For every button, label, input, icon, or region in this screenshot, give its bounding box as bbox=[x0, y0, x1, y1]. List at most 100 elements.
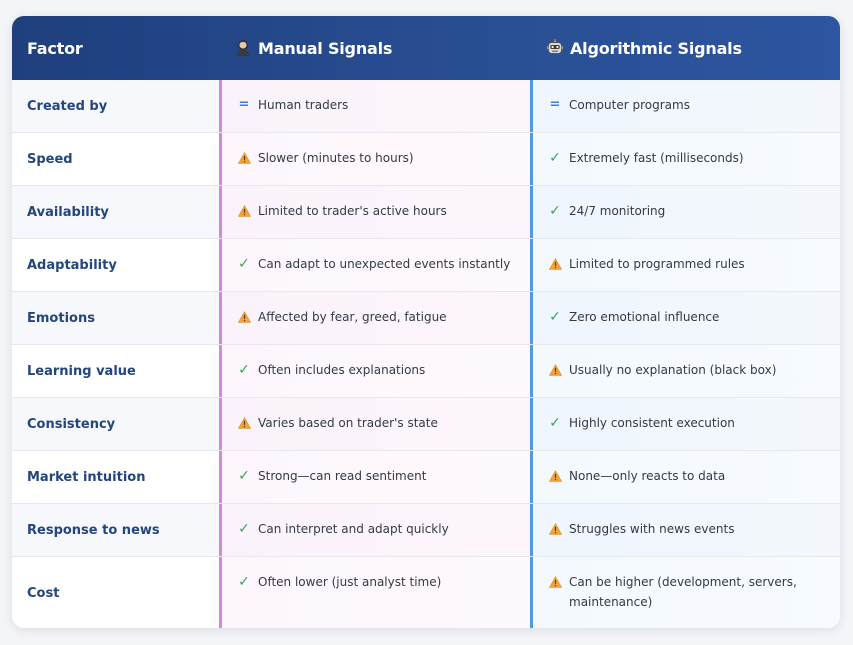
algo-cell: Limited to programmed rules bbox=[530, 239, 840, 291]
check-icon: ✓ bbox=[549, 415, 561, 431]
table-body: Created by = Human traders = Computer progra… bbox=[12, 80, 840, 628]
header-algo: Algorithmic Signals bbox=[545, 16, 742, 80]
factor-label: Consistency bbox=[27, 416, 116, 432]
factor-cell: Learning value bbox=[12, 345, 219, 397]
warning-icon bbox=[548, 519, 562, 539]
algo-cell: Struggles with news events bbox=[530, 504, 840, 556]
factor-cell: Consistency bbox=[12, 398, 219, 450]
algo-cell: Usually no explanation (black box) bbox=[530, 345, 840, 397]
manual-text: Often lower (just analyst time) bbox=[258, 575, 442, 589]
algo-cell: ✓ Zero emotional influence bbox=[530, 292, 840, 344]
manual-text: Can adapt to unexpected events instantly bbox=[258, 257, 511, 271]
warning-icon bbox=[548, 572, 562, 592]
factor-label: Cost bbox=[27, 585, 60, 601]
algo-cell: Can be higher (development, servers, mai… bbox=[530, 557, 840, 628]
check-icon: ✓ bbox=[238, 574, 250, 590]
check-icon: ✓ bbox=[238, 362, 250, 378]
manual-cell: Varies based on trader's state bbox=[219, 398, 530, 450]
algo-cell: = Computer programs bbox=[530, 80, 840, 132]
manual-cell: Slower (minutes to hours) bbox=[219, 133, 530, 185]
algo-cell: None—only reacts to data bbox=[530, 451, 840, 503]
manual-cell: ✓ Can adapt to unexpected events instantl… bbox=[219, 239, 530, 291]
table-row: Emotions Affected by fear, greed, fatigue… bbox=[12, 292, 840, 345]
algo-cell: ✓ Extremely fast (milliseconds) bbox=[530, 133, 840, 185]
algo-text: Zero emotional influence bbox=[569, 310, 720, 324]
table-row: Consistency Varies based on trader's stat… bbox=[12, 398, 840, 451]
robot-icon bbox=[545, 38, 565, 58]
algo-text: Can be higher (development, servers, mai… bbox=[569, 575, 797, 609]
factor-cell: Speed bbox=[12, 133, 219, 185]
table-row: Speed Slower (minutes to hours) ✓ Extremely… bbox=[12, 133, 840, 186]
factor-label: Response to news bbox=[27, 522, 160, 538]
manual-cell: ✓ Can interpret and adapt quickly bbox=[219, 504, 530, 556]
factor-cell: Availability bbox=[12, 186, 219, 238]
header-manual: Manual Signals bbox=[233, 16, 392, 80]
check-icon: ✓ bbox=[238, 256, 250, 272]
algo-text: Struggles with news events bbox=[569, 522, 735, 536]
algo-text: 24/7 monitoring bbox=[569, 204, 666, 218]
factor-cell: Response to news bbox=[12, 504, 219, 556]
header-algo-label: Algorithmic Signals bbox=[570, 38, 742, 58]
manual-cell: Affected by fear, greed, fatigue bbox=[219, 292, 530, 344]
table-row: Response to news ✓ Can interpret and adapt… bbox=[12, 504, 840, 557]
factor-cell: Emotions bbox=[12, 292, 219, 344]
factor-cell: Adaptability bbox=[12, 239, 219, 291]
check-icon: ✓ bbox=[549, 150, 561, 166]
manual-cell: ✓ Often includes explanations bbox=[219, 345, 530, 397]
algo-text: Usually no explanation (black box) bbox=[569, 363, 777, 377]
equal-icon: = bbox=[238, 97, 250, 112]
check-icon: ✓ bbox=[238, 521, 250, 537]
warning-icon bbox=[237, 413, 251, 433]
person-icon bbox=[233, 38, 253, 58]
factor-cell: Market intuition bbox=[12, 451, 219, 503]
factor-label: Speed bbox=[27, 151, 73, 167]
header-factor-label: Factor bbox=[27, 38, 83, 58]
algo-text: Highly consistent execution bbox=[569, 416, 735, 430]
warning-icon bbox=[237, 307, 251, 327]
manual-text: Human traders bbox=[258, 98, 349, 112]
table-header: Factor Manual Signals bbox=[12, 16, 840, 80]
algo-text: Computer programs bbox=[569, 98, 690, 112]
header-factor: Factor bbox=[27, 16, 83, 80]
factor-label: Created by bbox=[27, 98, 108, 114]
table-row: Created by = Human traders = Computer progra… bbox=[12, 80, 840, 133]
manual-text: Can interpret and adapt quickly bbox=[258, 522, 449, 536]
manual-cell: = Human traders bbox=[219, 80, 530, 132]
algo-text: Limited to programmed rules bbox=[569, 257, 745, 271]
table-row: Cost ✓ Often lower (just analyst time) Can … bbox=[12, 557, 840, 628]
manual-text: Varies based on trader's state bbox=[258, 416, 438, 430]
manual-text: Affected by fear, greed, fatigue bbox=[258, 310, 447, 324]
warning-icon bbox=[548, 466, 562, 486]
table-row: Learning value ✓ Often includes explanatio… bbox=[12, 345, 840, 398]
table-row: Availability Limited to trader's active h… bbox=[12, 186, 840, 239]
factor-label: Market intuition bbox=[27, 469, 146, 485]
manual-text: Slower (minutes to hours) bbox=[258, 151, 414, 165]
equal-icon: = bbox=[549, 97, 561, 112]
check-icon: ✓ bbox=[238, 468, 250, 484]
algo-text: Extremely fast (milliseconds) bbox=[569, 151, 744, 165]
manual-text: Often includes explanations bbox=[258, 363, 426, 377]
warning-icon bbox=[237, 148, 251, 168]
factor-cell: Cost bbox=[12, 557, 219, 628]
algo-cell: ✓ Highly consistent execution bbox=[530, 398, 840, 450]
factor-label: Learning value bbox=[27, 363, 136, 379]
warning-icon bbox=[237, 201, 251, 221]
manual-cell: Limited to trader's active hours bbox=[219, 186, 530, 238]
manual-text: Limited to trader's active hours bbox=[258, 204, 447, 218]
manual-cell: ✓ Strong—can read sentiment bbox=[219, 451, 530, 503]
factor-cell: Created by bbox=[12, 80, 219, 132]
check-icon: ✓ bbox=[549, 203, 561, 219]
algo-text: None—only reacts to data bbox=[569, 469, 726, 483]
warning-icon bbox=[548, 254, 562, 274]
header-manual-label: Manual Signals bbox=[258, 38, 393, 58]
factor-label: Adaptability bbox=[27, 257, 117, 273]
manual-cell: ✓ Often lower (just analyst time) bbox=[219, 557, 530, 628]
algo-cell: ✓ 24/7 monitoring bbox=[530, 186, 840, 238]
table-row: Adaptability ✓ Can adapt to unexpected eve… bbox=[12, 239, 840, 292]
factor-label: Availability bbox=[27, 204, 109, 220]
table-row: Market intuition ✓ Strong—can read sentime… bbox=[12, 451, 840, 504]
warning-icon bbox=[548, 360, 562, 380]
factor-label: Emotions bbox=[27, 310, 95, 326]
manual-text: Strong—can read sentiment bbox=[258, 469, 427, 483]
check-icon: ✓ bbox=[549, 309, 561, 325]
